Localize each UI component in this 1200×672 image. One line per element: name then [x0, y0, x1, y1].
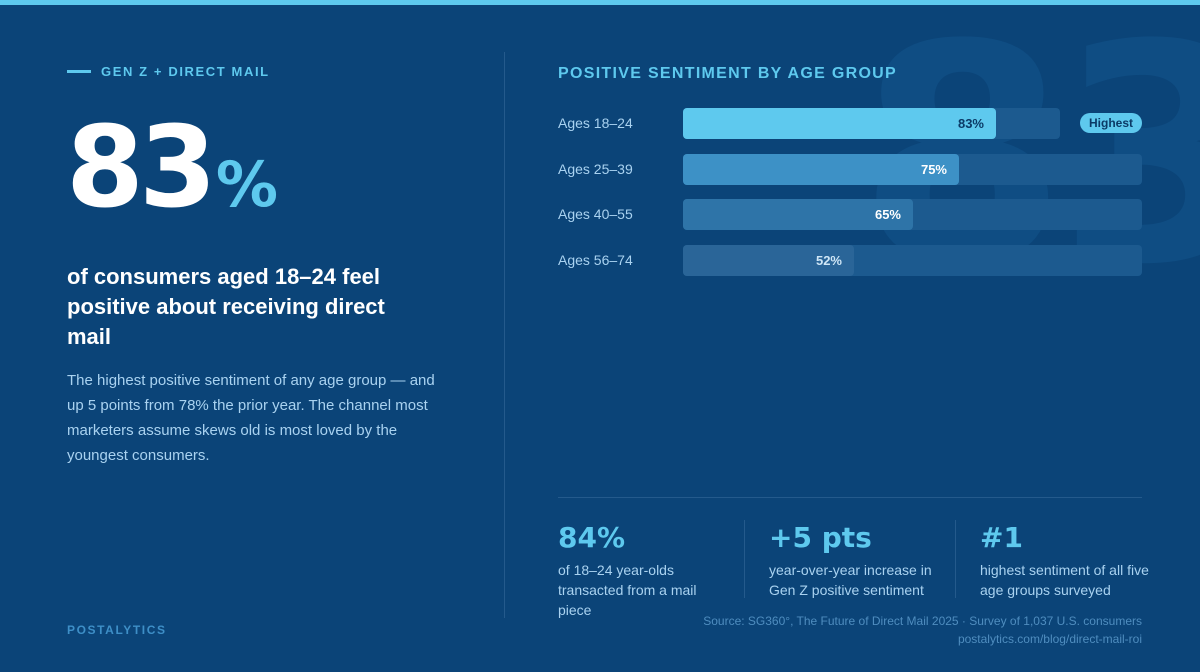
source-citation: Source: SG360°, The Future of Direct Mai…: [703, 614, 1142, 628]
bar: [683, 245, 854, 276]
bar-value-label: 65%: [874, 207, 901, 222]
source-url[interactable]: postalytics.com/blog/direct-mail-roi: [957, 632, 1142, 646]
eyebrow-dash: [67, 70, 91, 73]
bar-value-label: 75%: [920, 162, 947, 177]
vertical-divider: [504, 52, 505, 618]
stat-rank: #1 highest sentiment of all five age gro…: [980, 520, 1150, 600]
headline: of consumers aged 18–24 feel positive ab…: [67, 264, 385, 349]
stat-description: of 18–24 year-olds transacted from a mai…: [558, 562, 697, 618]
stat-transacted: 84% of 18–24 year-olds transacted from a…: [558, 520, 728, 620]
stat-value: +5 pts: [769, 521, 872, 554]
hero-number: 83: [66, 103, 217, 233]
stat-separator: [955, 520, 956, 598]
brand-name: POSTALYTICS: [67, 623, 167, 637]
eyebrow-text: GEN Z + DIRECT MAIL: [101, 64, 270, 79]
hero-percent-sign: %: [215, 148, 278, 221]
bar: [683, 154, 959, 185]
bar-row: Ages 18–24 83% Highest: [558, 108, 1142, 139]
bar-category-label: Ages 18–24: [558, 115, 633, 131]
bar-value-label: 83%: [957, 116, 984, 131]
bar-row: Ages 25–39 75%: [558, 154, 1142, 185]
bar-row: Ages 40–55 65%: [558, 199, 1142, 230]
stats-divider: [558, 497, 1142, 498]
stat-description: year-over-year increase in Gen Z positiv…: [769, 562, 932, 598]
bar-row: Ages 56–74 52%: [558, 245, 1142, 276]
stat-value: 84%: [558, 521, 626, 554]
bar-category-label: Ages 40–55: [558, 206, 633, 222]
highest-badge: Highest: [1079, 113, 1142, 133]
stat-value: #1: [980, 521, 1023, 554]
bar-category-label: Ages 56–74: [558, 252, 633, 268]
top-accent-bar: [0, 0, 1200, 5]
stat-description: highest sentiment of all five age groups…: [980, 562, 1149, 598]
bar: [683, 108, 996, 139]
source-note: Source: SG360°, The Future of Direct Mai…: [703, 612, 1142, 648]
bar-category-label: Ages 25–39: [558, 161, 633, 177]
eyebrow: GEN Z + DIRECT MAIL: [67, 64, 270, 79]
bar: [683, 199, 913, 230]
stat-separator: [744, 520, 745, 598]
stat-yoy-increase: +5 pts year-over-year increase in Gen Z …: [769, 520, 939, 600]
body-text: The highest positive sentiment of any ag…: [67, 372, 435, 464]
hero-stat: 83 %: [66, 112, 278, 224]
bar-value-label: 52%: [815, 253, 842, 268]
chart-title: POSITIVE SENTIMENT BY AGE GROUP: [558, 65, 898, 82]
